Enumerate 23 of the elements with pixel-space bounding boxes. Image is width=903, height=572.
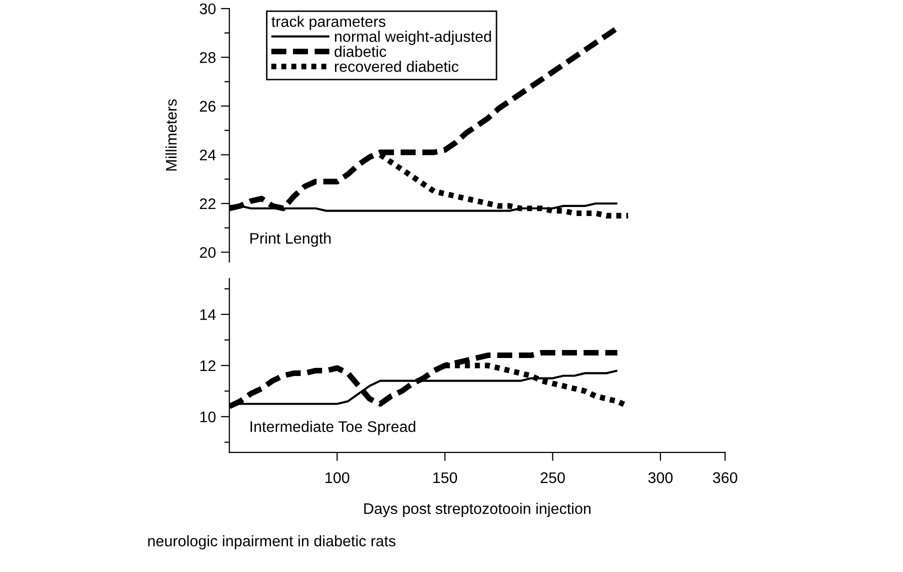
y-tick-label: 20 [200, 247, 216, 258]
y-tick-label: 28 [200, 52, 216, 63]
y-tick-label: 22 [200, 198, 216, 210]
legend-label: normal weight-adjusted [334, 30, 491, 45]
x-tick-label: 360 [712, 472, 738, 484]
text: neurologic inpairment in diabetic rats [148, 535, 396, 550]
annotation: Print Length [250, 232, 331, 247]
y-tick-label: 24 [200, 150, 216, 160]
x-tick-label: 150 [433, 472, 458, 484]
x-tick-label: 100 [326, 472, 350, 484]
y-tick-label: 12 [200, 360, 216, 372]
legend-label: diabetic [334, 46, 386, 57]
y-axis-title: Millimeters [165, 99, 177, 171]
y-tick-label: 30 [200, 3, 216, 14]
x-tick-label: 300 [648, 472, 673, 484]
annotation: Intermediate Toe Spread [250, 420, 416, 436]
x-axis-title: Days post streptozotooin injection [364, 502, 590, 518]
legend-label: recovered diabetic [334, 60, 458, 72]
y-tick-label: 10 [200, 412, 216, 422]
legend-title: track parameters [272, 16, 386, 30]
y-tick-label: 26 [200, 100, 216, 112]
y-tick-label: 14 [200, 309, 216, 320]
x-tick-label: 250 [540, 472, 565, 484]
